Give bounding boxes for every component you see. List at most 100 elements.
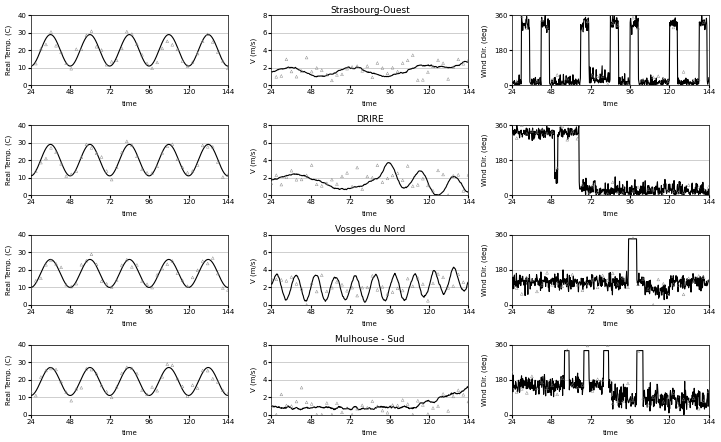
- Point: [412, 76, 424, 84]
- Point: [376, 65, 388, 72]
- Point: [577, 26, 588, 33]
- Point: [443, 191, 454, 198]
- Point: [541, 23, 553, 30]
- Point: [658, 191, 669, 198]
- Point: [443, 408, 454, 415]
- Y-axis label: V (m/s): V (m/s): [250, 257, 257, 282]
- X-axis label: time: time: [121, 211, 137, 217]
- Point: [521, 389, 533, 396]
- Point: [207, 38, 218, 46]
- Point: [402, 162, 413, 169]
- Y-axis label: Real Temp. (C): Real Temp. (C): [6, 245, 12, 295]
- Point: [121, 28, 133, 35]
- Point: [81, 365, 92, 372]
- Point: [76, 384, 87, 391]
- Point: [202, 260, 213, 267]
- Point: [703, 81, 715, 88]
- Point: [376, 283, 388, 290]
- Point: [658, 75, 669, 82]
- Point: [658, 398, 669, 405]
- Y-axis label: Wind Dir. (deg): Wind Dir. (deg): [482, 24, 488, 76]
- Point: [291, 176, 302, 183]
- Point: [577, 181, 588, 188]
- Point: [131, 370, 143, 377]
- Point: [116, 370, 128, 377]
- Y-axis label: V (m/s): V (m/s): [250, 38, 257, 63]
- Point: [407, 283, 418, 290]
- Point: [602, 277, 614, 284]
- Point: [602, 342, 614, 349]
- Point: [607, 400, 619, 407]
- Point: [306, 400, 317, 408]
- Point: [177, 57, 188, 65]
- Point: [698, 274, 709, 281]
- Point: [552, 391, 563, 398]
- Point: [438, 171, 449, 178]
- Point: [291, 398, 302, 405]
- Point: [136, 278, 148, 285]
- Point: [336, 281, 348, 288]
- Point: [642, 285, 654, 292]
- Point: [296, 176, 307, 183]
- Point: [663, 188, 674, 195]
- Point: [126, 141, 138, 149]
- Point: [562, 75, 573, 82]
- Point: [516, 122, 528, 129]
- Point: [35, 45, 47, 52]
- Point: [647, 186, 659, 193]
- Point: [386, 289, 398, 296]
- Point: [448, 393, 459, 400]
- Point: [397, 287, 408, 294]
- Point: [270, 73, 282, 80]
- Point: [30, 392, 42, 399]
- Point: [207, 255, 218, 262]
- Point: [673, 82, 684, 89]
- Point: [683, 82, 694, 89]
- Point: [217, 57, 229, 65]
- Point: [50, 42, 62, 49]
- Point: [536, 379, 548, 386]
- Point: [121, 256, 133, 263]
- Point: [346, 183, 358, 190]
- Point: [526, 373, 538, 380]
- Point: [572, 281, 583, 288]
- Point: [412, 181, 424, 188]
- Point: [346, 64, 358, 71]
- Point: [366, 74, 378, 81]
- Title: Mulhouse - Sud: Mulhouse - Sud: [335, 335, 404, 344]
- X-axis label: time: time: [362, 101, 378, 107]
- Point: [506, 131, 518, 138]
- Point: [577, 287, 588, 294]
- Point: [541, 385, 553, 392]
- Point: [61, 60, 72, 67]
- Point: [286, 274, 297, 281]
- Point: [306, 280, 317, 287]
- Point: [96, 278, 107, 285]
- Point: [66, 171, 77, 178]
- Point: [448, 64, 459, 71]
- Point: [536, 281, 548, 288]
- Point: [121, 364, 133, 371]
- Point: [56, 49, 67, 56]
- Point: [280, 402, 292, 409]
- Point: [50, 149, 62, 156]
- X-axis label: time: time: [362, 320, 378, 327]
- Point: [116, 149, 128, 156]
- Point: [222, 286, 234, 293]
- Point: [521, 275, 533, 282]
- Point: [428, 280, 439, 287]
- Point: [212, 270, 224, 277]
- Point: [212, 49, 224, 56]
- Point: [521, 24, 533, 31]
- Point: [428, 187, 439, 194]
- Point: [45, 28, 57, 35]
- Point: [433, 57, 444, 64]
- Point: [458, 278, 469, 286]
- Point: [286, 68, 297, 75]
- Point: [106, 284, 118, 291]
- Point: [35, 274, 47, 282]
- Point: [371, 403, 383, 410]
- Point: [162, 261, 173, 268]
- Point: [326, 284, 337, 291]
- Point: [111, 57, 123, 64]
